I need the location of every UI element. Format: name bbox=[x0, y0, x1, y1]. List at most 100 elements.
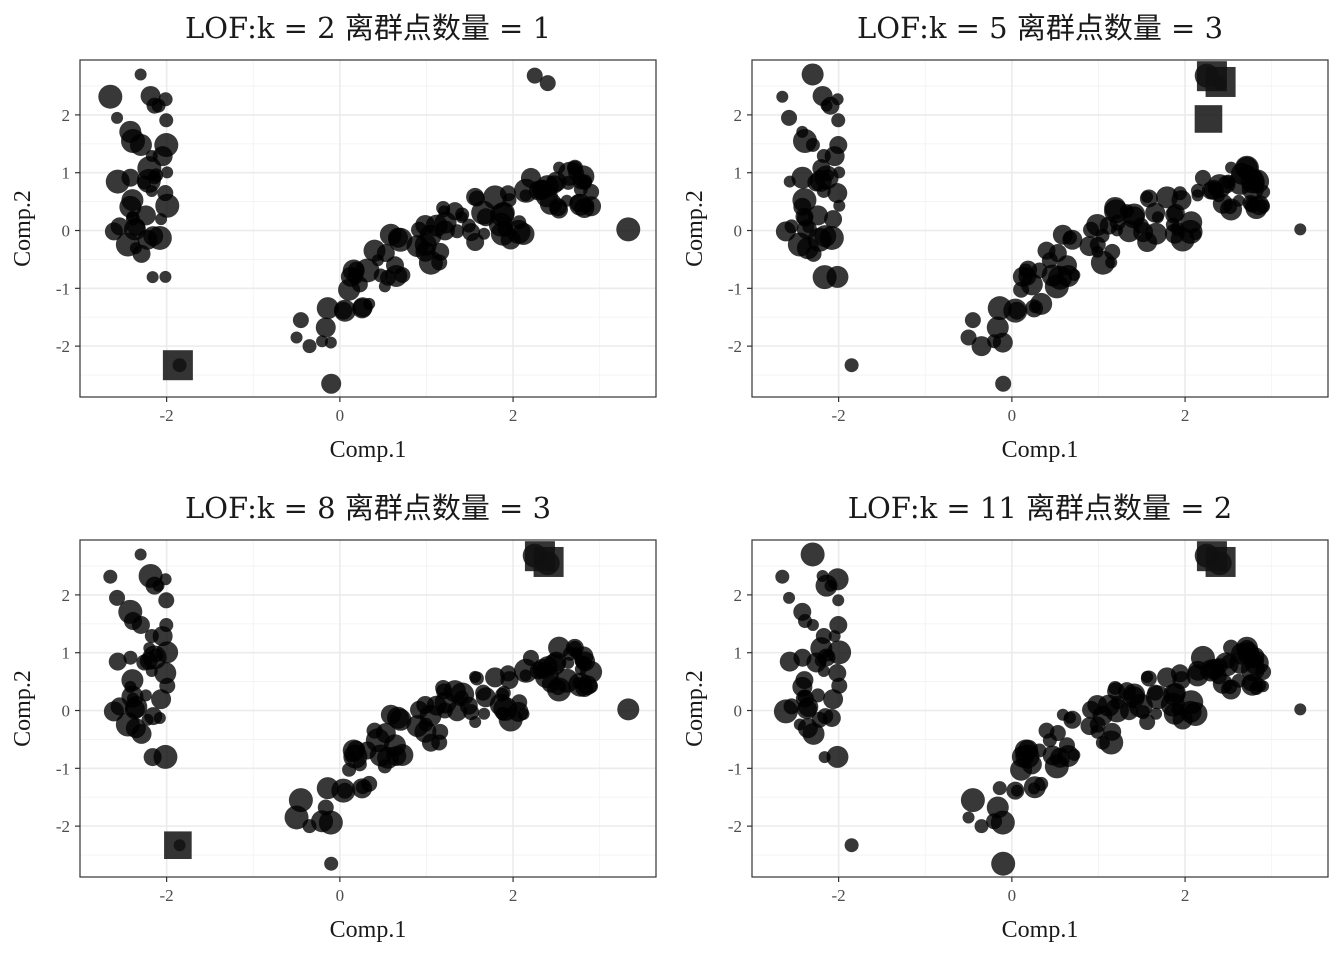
data-point bbox=[562, 656, 575, 669]
plot-frame bbox=[751, 539, 1329, 878]
data-point bbox=[455, 211, 468, 224]
data-point bbox=[375, 723, 396, 744]
data-point bbox=[1145, 202, 1166, 223]
data-point bbox=[1294, 703, 1307, 716]
data-point bbox=[1157, 667, 1178, 688]
data-point bbox=[146, 271, 159, 284]
data-point bbox=[827, 640, 852, 665]
data-point bbox=[817, 708, 834, 725]
data-point bbox=[781, 109, 798, 126]
data-point bbox=[454, 690, 469, 705]
data-point bbox=[1103, 722, 1122, 741]
data-point bbox=[1147, 684, 1164, 701]
data-point bbox=[463, 704, 480, 721]
panel-title: LOF:k = 5 离群点数量 = 3 bbox=[857, 11, 1223, 45]
data-point bbox=[1180, 211, 1203, 234]
data-point bbox=[431, 242, 450, 261]
data-point bbox=[1104, 698, 1129, 723]
data-point bbox=[1095, 735, 1110, 750]
x-tick-label: 0 bbox=[336, 406, 345, 425]
data-point bbox=[1104, 199, 1129, 224]
outlier-square bbox=[1205, 546, 1236, 577]
data-point bbox=[143, 642, 156, 655]
data-point bbox=[962, 811, 975, 824]
data-point bbox=[824, 210, 843, 229]
data-point bbox=[833, 199, 846, 212]
data-point bbox=[1223, 200, 1238, 215]
data-point bbox=[129, 133, 152, 156]
data-point bbox=[1057, 744, 1080, 767]
data-point bbox=[512, 215, 527, 230]
data-point bbox=[1257, 680, 1270, 693]
x-tick-label: -2 bbox=[832, 406, 846, 425]
data-point bbox=[1240, 169, 1265, 194]
data-point bbox=[1057, 264, 1080, 287]
data-point bbox=[546, 651, 567, 672]
data-point bbox=[111, 111, 124, 124]
data-point bbox=[986, 796, 1009, 819]
x-tick-label: 2 bbox=[1181, 886, 1190, 905]
data-point bbox=[158, 592, 175, 609]
panel-3: LOF:k = 8 离群点数量 = 3 -2 0 2 -2 -1 0 1 2 Comp.1 Comp… bbox=[10, 491, 657, 943]
data-point bbox=[352, 757, 367, 772]
data-point bbox=[352, 298, 373, 319]
data-point bbox=[616, 217, 641, 242]
data-point bbox=[826, 265, 849, 288]
panel-1: LOF:k = 2 离群点数量 = 1 -2 0 2 -2 -1 0 1 2 Comp.1 Comp… bbox=[10, 11, 657, 463]
data-point bbox=[131, 723, 152, 744]
data-point bbox=[475, 684, 492, 701]
data-point bbox=[1110, 224, 1123, 237]
data-point bbox=[1079, 236, 1100, 257]
data-point bbox=[288, 788, 313, 813]
data-point bbox=[793, 648, 812, 667]
y-tick-label: 2 bbox=[734, 106, 743, 125]
data-point bbox=[1229, 651, 1252, 674]
y-tick-label: 0 bbox=[734, 222, 743, 241]
y-tick-label: 1 bbox=[734, 644, 743, 663]
data-point bbox=[844, 838, 859, 853]
data-point bbox=[561, 175, 576, 190]
data-point bbox=[1190, 183, 1205, 198]
data-point bbox=[485, 667, 506, 688]
data-point bbox=[103, 569, 118, 584]
data-point bbox=[434, 220, 455, 241]
x-tick-label: 2 bbox=[1181, 406, 1190, 425]
data-point bbox=[152, 626, 173, 647]
data-point bbox=[410, 700, 429, 719]
data-point bbox=[810, 688, 825, 703]
data-point bbox=[347, 740, 366, 759]
plot-frame bbox=[79, 539, 657, 878]
data-point bbox=[1238, 639, 1255, 656]
panel-2: LOF:k = 5 离群点数量 = 3 -2 0 2 -2 -1 0 1 2 Comp.1 Comp… bbox=[682, 11, 1329, 463]
data-point bbox=[496, 685, 511, 700]
data-point bbox=[1082, 700, 1101, 719]
data-point bbox=[103, 701, 124, 722]
data-point bbox=[386, 745, 407, 766]
data-point bbox=[161, 166, 174, 179]
data-point bbox=[1256, 199, 1271, 214]
data-point bbox=[565, 638, 584, 657]
data-point bbox=[1019, 260, 1038, 279]
data-point bbox=[828, 630, 841, 643]
y-axis-title: Comp.2 bbox=[682, 190, 708, 267]
data-point bbox=[1194, 169, 1211, 186]
data-point bbox=[1166, 203, 1185, 222]
data-point bbox=[317, 799, 334, 816]
data-point bbox=[801, 63, 824, 86]
data-point bbox=[1095, 228, 1110, 243]
data-point bbox=[824, 579, 837, 592]
data-point bbox=[796, 699, 817, 720]
data-point bbox=[534, 662, 549, 677]
data-point bbox=[783, 591, 796, 604]
panel-title: LOF:k = 8 离群点数量 = 3 bbox=[185, 491, 551, 525]
data-point bbox=[292, 312, 309, 329]
data-point bbox=[436, 683, 453, 700]
data-point bbox=[1006, 781, 1025, 800]
y-tick-label: -1 bbox=[728, 759, 742, 778]
data-point bbox=[581, 196, 602, 217]
data-point bbox=[775, 221, 796, 242]
data-point bbox=[974, 819, 989, 834]
data-point bbox=[1133, 222, 1154, 243]
data-point bbox=[800, 542, 825, 567]
data-point bbox=[829, 616, 848, 635]
